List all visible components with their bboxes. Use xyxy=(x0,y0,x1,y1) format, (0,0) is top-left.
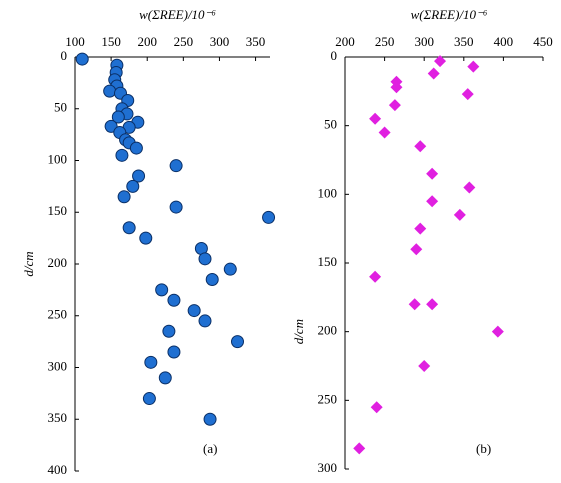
point xyxy=(126,179,140,193)
point xyxy=(167,345,181,359)
point xyxy=(158,371,172,385)
y-tick-label: 400 xyxy=(48,462,68,477)
point xyxy=(262,210,276,224)
point xyxy=(467,60,480,73)
point xyxy=(103,84,117,98)
x-tick-label: 350 xyxy=(454,34,474,49)
point xyxy=(410,243,423,256)
point xyxy=(169,159,183,173)
y-tick-label: 150 xyxy=(48,203,68,218)
y-axis-label: d/cm xyxy=(21,251,36,276)
x-tick-label: 300 xyxy=(414,34,434,49)
x-tick-label: 200 xyxy=(335,34,355,49)
point xyxy=(418,360,431,372)
point xyxy=(169,200,183,214)
point xyxy=(132,169,146,183)
point xyxy=(155,283,169,297)
point xyxy=(203,412,217,426)
y-tick-label: 100 xyxy=(48,151,68,166)
point xyxy=(414,222,427,235)
y-axis-label: d/cm xyxy=(291,319,306,344)
point xyxy=(434,55,447,68)
point xyxy=(390,81,403,94)
y-tick-label: 0 xyxy=(331,48,338,63)
point xyxy=(414,140,427,153)
x-axis-label: w(ΣREE)/10⁻⁶ xyxy=(411,7,488,22)
x-tick-label: 400 xyxy=(494,34,514,49)
point xyxy=(369,112,382,125)
point xyxy=(129,141,143,155)
point xyxy=(198,252,212,266)
point xyxy=(378,126,391,139)
point xyxy=(75,52,89,66)
point xyxy=(111,110,125,124)
point xyxy=(223,262,237,276)
point xyxy=(144,355,158,369)
point xyxy=(369,270,382,283)
point xyxy=(426,298,439,311)
x-tick-label: 300 xyxy=(210,34,230,49)
x-axis-label: w(ΣREE)/10⁻⁶ xyxy=(139,7,216,22)
point xyxy=(167,293,181,307)
point xyxy=(162,324,176,338)
panel-label: (a) xyxy=(203,441,217,456)
point xyxy=(117,190,131,204)
x-tick-label: 200 xyxy=(137,34,157,49)
y-tick-label: 200 xyxy=(318,323,338,338)
point xyxy=(142,392,156,406)
y-tick-label: 300 xyxy=(48,358,68,373)
point xyxy=(104,119,118,133)
point xyxy=(370,401,383,414)
point xyxy=(353,442,366,455)
point xyxy=(426,167,439,180)
y-tick-label: 350 xyxy=(48,410,68,425)
point xyxy=(205,273,219,287)
point xyxy=(427,67,440,80)
point xyxy=(426,195,439,208)
point xyxy=(198,314,212,328)
x-tick-label: 450 xyxy=(533,34,553,49)
y-tick-label: 100 xyxy=(318,185,338,200)
y-tick-label: 300 xyxy=(318,460,338,475)
y-tick-label: 150 xyxy=(318,254,338,269)
x-tick-label: 150 xyxy=(101,34,121,49)
point xyxy=(461,88,474,101)
point xyxy=(453,208,466,221)
point xyxy=(231,335,244,349)
point xyxy=(491,325,504,338)
point xyxy=(388,99,401,112)
point xyxy=(115,148,129,162)
x-tick-label: 250 xyxy=(375,34,395,49)
y-tick-label: 50 xyxy=(54,100,67,115)
y-tick-label: 200 xyxy=(48,255,68,270)
panel-label: (b) xyxy=(476,441,491,456)
y-tick-label: 0 xyxy=(61,48,68,63)
y-tick-label: 250 xyxy=(48,307,68,322)
x-tick-label: 100 xyxy=(65,34,85,49)
y-tick-label: 250 xyxy=(318,391,338,406)
x-tick-label: 250 xyxy=(174,34,194,49)
x-tick-label: 350 xyxy=(246,34,266,49)
point xyxy=(463,181,476,194)
point xyxy=(139,231,153,245)
point xyxy=(187,304,201,318)
y-tick-label: 50 xyxy=(324,117,337,132)
point xyxy=(122,221,136,235)
point xyxy=(408,298,421,311)
